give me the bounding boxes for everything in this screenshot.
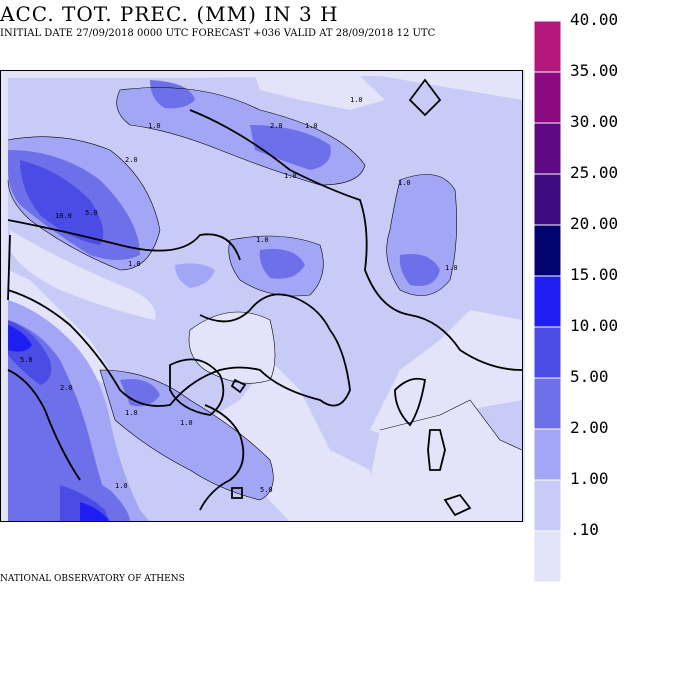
dry-zone-ne (255, 75, 385, 110)
contour-label: 1.0 (398, 179, 411, 187)
precip-zone-10a (20, 160, 104, 245)
precip-core-west (8, 325, 32, 352)
precip-zone-5e (259, 249, 305, 279)
contour-label: 1.0 (128, 260, 141, 268)
legend-label: 25.00 (570, 163, 619, 182)
precip-zone-5h (30, 460, 130, 522)
black-contours (7, 78, 523, 517)
legend-swatch (533, 173, 562, 226)
contour-label: 1.0 (445, 264, 458, 272)
legend-label: 10.00 (570, 316, 619, 335)
chart-title: ACC. TOT. PREC. (MM) IN 3 H (0, 2, 339, 26)
credit-text: NATIONAL OBSERVATORY OF ATHENS (0, 574, 185, 584)
precipitation-map: 1.0 2.0 1.0 1.0 1.0 2.0 10.0 5.0 1.0 1.0… (0, 70, 525, 522)
legend-label: 1.00 (570, 469, 609, 488)
legend-label: .10 (570, 520, 599, 539)
contour-label: 1.0 (148, 122, 161, 130)
legend-swatch (533, 326, 562, 379)
legend-label: 5.00 (570, 367, 609, 386)
contour-label: 5.0 (20, 356, 33, 364)
legend-swatch (533, 530, 562, 583)
legend-label: 35.00 (570, 61, 619, 80)
contour-label: 1.0 (180, 419, 193, 427)
contour-label: 1.0 (305, 122, 318, 130)
contour-label: 1.0 (256, 236, 269, 244)
legend-swatch (533, 224, 562, 277)
legend-swatch (533, 428, 562, 481)
contour-label: 5.0 (260, 486, 273, 494)
precip-zone-5c (150, 80, 195, 109)
legend-swatches (533, 20, 562, 583)
dry-zone-east (370, 400, 522, 522)
legend-swatch (533, 20, 562, 73)
forecast-info: INITIAL DATE 27/09/2018 0000 UTC FORECAS… (0, 28, 436, 39)
contour-label: 10.0 (55, 212, 72, 220)
legend-label: 40.00 (570, 10, 619, 29)
legend-swatch (533, 122, 562, 175)
precip-zone-5g (120, 379, 160, 407)
legend-swatch (533, 377, 562, 430)
map-frame (0, 70, 523, 522)
legend-label: 2.00 (570, 418, 609, 437)
contour-label: 1.0 (350, 96, 363, 104)
thin-contours (7, 87, 523, 501)
precip-zone-5f (399, 254, 440, 286)
contour-label: 1.0 (284, 172, 297, 180)
legend-swatch (533, 479, 562, 532)
contour-label: 2.0 (60, 384, 73, 392)
legend-label: 20.00 (570, 214, 619, 233)
legend-swatch (533, 275, 562, 328)
precip-zone-5d (250, 125, 331, 170)
legend-label: 30.00 (570, 112, 619, 131)
contour-label: 2.0 (270, 122, 283, 130)
legend-swatch (533, 71, 562, 124)
contour-label: 1.0 (115, 482, 128, 490)
contour-label: 2.0 (125, 156, 138, 164)
color-legend: 40.00 35.00 30.00 25.00 20.00 15.00 10.00 5.00 2… (533, 10, 693, 583)
dry-zone-west (10, 230, 156, 320)
contour-label: 1.0 (125, 409, 138, 417)
contour-labels: 1.0 2.0 1.0 1.0 1.0 2.0 10.0 5.0 1.0 1.0… (20, 96, 458, 494)
precip-core-sw (80, 502, 110, 522)
contour-label: 5.0 (85, 209, 98, 217)
precip-zone-2g (175, 263, 215, 288)
legend-label: 15.00 (570, 265, 619, 284)
